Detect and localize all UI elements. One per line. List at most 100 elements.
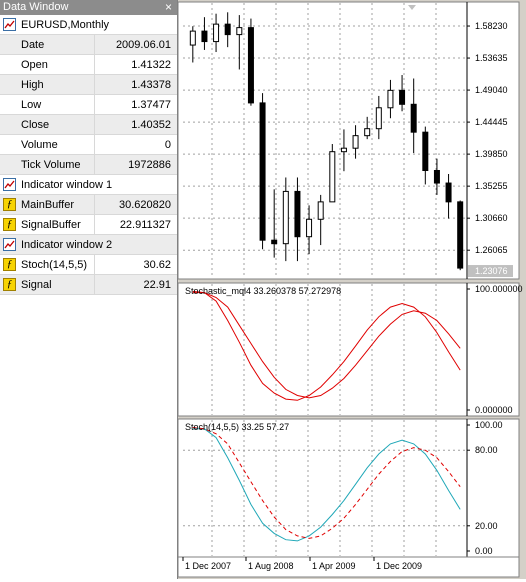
chart-icon — [3, 178, 16, 191]
y-tick-label: 1.49040 — [475, 85, 508, 95]
candle-body — [317, 201, 324, 220]
candle-body — [329, 151, 336, 203]
row-value: 1.43378 — [131, 79, 171, 91]
data-window-title: Data Window — [3, 1, 69, 13]
row-label: High — [21, 79, 44, 91]
candle-body — [247, 27, 254, 104]
data-window-row: EURUSD,Monthly — [0, 15, 177, 35]
row-value: 22.911327 — [119, 219, 171, 231]
time-axis — [177, 556, 520, 578]
data-window-titlebar[interactable]: Data Window × — [0, 0, 177, 15]
column-divider — [94, 115, 95, 134]
row-value: 1.41322 — [131, 59, 171, 71]
data-window-row: High 1.43378 — [0, 75, 177, 95]
row-value: 30.620820 — [119, 199, 171, 211]
y-tick-label: 1.53635 — [475, 53, 508, 63]
chart-icon — [3, 238, 16, 251]
row-label: SignalBuffer — [21, 219, 81, 231]
y-tick-label: 20.00 — [475, 521, 498, 531]
row-label: MainBuffer — [21, 199, 74, 211]
column-divider — [94, 215, 95, 234]
chart-pane-3 — [177, 418, 520, 558]
current-price-badge — [468, 265, 513, 278]
candle-body — [201, 30, 208, 43]
indicator-series-line — [192, 427, 461, 539]
data-window-row: Indicator window 2 — [0, 235, 177, 255]
function-icon: ƒ — [3, 198, 16, 211]
candle-body — [457, 201, 464, 269]
data-window-row: ƒ SignalBuffer 22.911327 — [0, 215, 177, 235]
chart-pane-2 — [177, 282, 520, 417]
candle-body — [352, 135, 359, 149]
indicator-series-line — [192, 292, 461, 401]
row-value: 1.40352 — [131, 119, 171, 131]
candle-body — [445, 182, 452, 203]
row-value: 1972886 — [128, 159, 171, 171]
y-tick-label: 1.26065 — [475, 245, 508, 255]
y-tick-label: 1.58230 — [475, 21, 508, 31]
y-tick-label: 1.39850 — [475, 149, 508, 159]
column-divider — [94, 255, 95, 274]
x-tick-label: 1 Apr 2009 — [312, 561, 356, 571]
data-window-row: Volume 0 — [0, 135, 177, 155]
candle-body — [294, 190, 301, 238]
y-tick-label: 100.00 — [475, 420, 503, 430]
y-tick-label: 1.30660 — [475, 213, 508, 223]
column-divider — [94, 95, 95, 114]
x-tick-label: 1 Dec 2009 — [376, 561, 422, 571]
data-window-row: Open 1.41322 — [0, 55, 177, 75]
indicator-series-line — [192, 290, 461, 399]
row-value: 0 — [164, 139, 171, 151]
row-label: Indicator window 2 — [21, 239, 113, 251]
candle-body — [433, 170, 440, 184]
data-window-row: ƒ Stoch(14,5,5) 30.62 — [0, 255, 177, 275]
row-label: Low — [21, 99, 42, 111]
candle-body — [375, 107, 382, 130]
chart-area[interactable]: 1.58230 1.53635 1.49040 1.44445 1.39850 1.352… — [177, 0, 526, 579]
data-window-row: Tick Volume 1972886 — [0, 155, 177, 175]
row-value: 1.37477 — [131, 99, 171, 111]
row-value: 22.91 — [143, 279, 171, 291]
chart-shift-marker — [408, 5, 416, 10]
row-label: Close — [21, 119, 50, 131]
candle-body — [189, 30, 196, 46]
y-tick-label: 0.00 — [475, 546, 493, 556]
row-label: Indicator window 1 — [21, 179, 113, 191]
indicator-title: Stochastic_mql4 33.260378 57.272978 — [185, 286, 341, 296]
data-window-row: Date 2009.06.01 — [0, 35, 177, 55]
row-label: Tick Volume — [21, 159, 81, 171]
close-icon[interactable]: × — [164, 0, 172, 14]
data-window-row: Close 1.40352 — [0, 115, 177, 135]
row-label: Stoch(14,5,5) — [21, 259, 88, 271]
function-icon: ƒ — [3, 218, 16, 231]
candle-body — [259, 102, 266, 241]
chart-icon — [3, 18, 16, 31]
y-tick-label: 0.000000 — [475, 405, 513, 415]
candle-body — [271, 239, 278, 245]
chart-pane-1 — [177, 1, 520, 280]
row-value: 2009.06.01 — [115, 39, 171, 51]
candle-body — [399, 89, 406, 105]
x-tick-label: 1 Dec 2007 — [185, 561, 231, 571]
row-label: Signal — [21, 279, 52, 291]
data-window-row: Low 1.37477 — [0, 95, 177, 115]
candle-body — [224, 23, 231, 36]
candle-body — [422, 131, 429, 172]
column-divider — [94, 35, 95, 54]
column-divider — [94, 275, 95, 294]
data-window: Data Window × EURUSD,Monthly Date 2009.06.… — [0, 0, 178, 579]
chart-canvas[interactable]: 1.58230 1.53635 1.49040 1.44445 1.39850 1.352… — [177, 0, 526, 579]
function-icon: ƒ — [3, 278, 16, 291]
indicator-series-line — [192, 428, 461, 542]
x-tick-label: 1 Aug 2008 — [248, 561, 294, 571]
column-divider — [94, 55, 95, 74]
column-divider — [94, 195, 95, 214]
column-divider — [94, 155, 95, 174]
candle-body — [213, 23, 220, 43]
row-value: 30.62 — [143, 259, 171, 271]
function-icon: ƒ — [3, 258, 16, 271]
candle-body — [387, 89, 394, 109]
candle-body — [282, 190, 289, 245]
data-window-row: ƒ MainBuffer 30.620820 — [0, 195, 177, 215]
